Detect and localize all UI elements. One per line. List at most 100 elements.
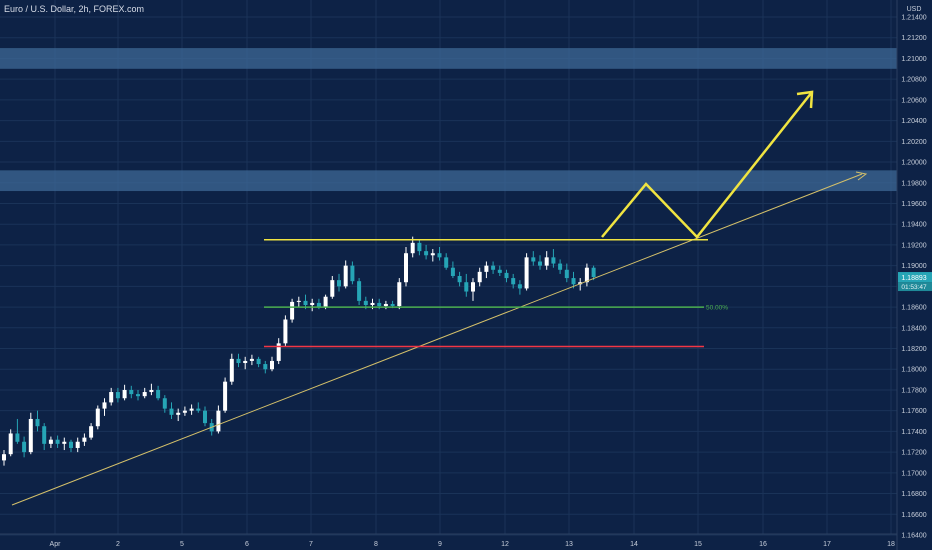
candle-body bbox=[102, 402, 107, 409]
y-tick-label: 1.20400 bbox=[901, 118, 926, 125]
candle-body bbox=[383, 303, 388, 307]
candle-body bbox=[296, 300, 301, 302]
candle-body bbox=[337, 280, 341, 287]
candle-body bbox=[182, 410, 187, 413]
x-tick-label: 6 bbox=[245, 541, 249, 548]
y-tick-label: 1.21200 bbox=[901, 35, 926, 42]
candle-body bbox=[564, 269, 569, 279]
y-tick-label: 1.17200 bbox=[901, 450, 926, 457]
price-tag-label: 1.18893 bbox=[901, 275, 926, 282]
candle-body bbox=[276, 343, 281, 361]
candle-body bbox=[156, 389, 161, 399]
y-tick-label: 1.19800 bbox=[901, 180, 926, 187]
y-tick-label: 1.18000 bbox=[901, 367, 926, 374]
candle-body bbox=[89, 426, 94, 438]
candle-body bbox=[310, 302, 315, 306]
candle-body bbox=[149, 389, 154, 393]
y-tick-label: 1.16400 bbox=[901, 533, 926, 540]
x-tick-label: 12 bbox=[501, 541, 509, 548]
candle-body bbox=[136, 394, 140, 397]
candle-body bbox=[142, 392, 147, 397]
candle-body bbox=[236, 358, 241, 364]
candle-body bbox=[55, 439, 60, 444]
supply-zones bbox=[0, 48, 897, 192]
y-tick-label: 1.16800 bbox=[901, 491, 926, 498]
candle-body bbox=[323, 296, 328, 308]
candle-body bbox=[28, 418, 33, 453]
candle-body bbox=[410, 242, 415, 254]
candle-body bbox=[229, 358, 234, 382]
candle-body bbox=[377, 302, 382, 307]
y-tick-label: 1.17000 bbox=[901, 470, 926, 477]
y-tick-label: 1.19600 bbox=[901, 201, 926, 208]
candle-body bbox=[249, 358, 254, 361]
candle-body bbox=[491, 265, 496, 270]
candle-body bbox=[115, 392, 120, 399]
candle-body bbox=[176, 412, 181, 415]
candle-body bbox=[48, 439, 53, 444]
x-tick-label: 5 bbox=[180, 541, 184, 548]
y-tick-label: 1.18400 bbox=[901, 325, 926, 332]
candle-body bbox=[8, 433, 13, 455]
supply-zone bbox=[0, 170, 897, 192]
x-tick-label: 7 bbox=[309, 541, 313, 548]
candle-body bbox=[437, 253, 442, 258]
candle-body bbox=[363, 300, 368, 306]
currency-label: USD bbox=[907, 6, 922, 13]
supply-zone bbox=[0, 48, 897, 69]
candle-body bbox=[524, 257, 529, 289]
x-tick-label: 2 bbox=[116, 541, 120, 548]
candle-body bbox=[256, 358, 261, 365]
projection-path bbox=[601, 91, 813, 239]
candle-body bbox=[551, 257, 556, 264]
candle-body bbox=[544, 257, 549, 266]
x-tick-label: 16 bbox=[759, 541, 767, 548]
time-axis[interactable]: Apr 2 5 6 7 8 9 12 13 14 15 16 17 18 bbox=[0, 533, 897, 548]
candle-body bbox=[162, 398, 167, 409]
y-tick-label: 1.17400 bbox=[901, 429, 926, 436]
fib-label: 50.00% bbox=[706, 305, 728, 312]
candle-body bbox=[450, 267, 455, 276]
candle-body bbox=[558, 263, 563, 270]
candle-body bbox=[404, 253, 408, 283]
candle-body bbox=[42, 426, 47, 444]
candle-body bbox=[397, 282, 402, 307]
candle-body bbox=[538, 261, 542, 266]
candle-body bbox=[169, 408, 174, 415]
candle-body bbox=[290, 301, 295, 320]
price-axis[interactable]: USD 1.21400 1.21200 1.21000 1.20800 1.20600 1.… bbox=[896, 0, 932, 550]
candle-body bbox=[584, 267, 589, 283]
candle-body bbox=[75, 441, 80, 448]
candle-body bbox=[2, 454, 6, 461]
candle-body bbox=[82, 437, 87, 442]
candle-body bbox=[591, 267, 596, 278]
y-tick-label: 1.18600 bbox=[901, 305, 926, 312]
candle-body bbox=[370, 302, 375, 306]
y-tick-label: 1.19400 bbox=[901, 222, 926, 229]
candle-body bbox=[511, 278, 516, 285]
candle-body bbox=[62, 441, 67, 444]
y-tick-label: 1.20600 bbox=[901, 97, 926, 104]
y-tick-label: 1.19200 bbox=[901, 242, 926, 249]
y-tick-label: 1.19000 bbox=[901, 263, 926, 270]
candle-body bbox=[424, 251, 429, 256]
x-tick-label: 14 bbox=[630, 541, 638, 548]
y-tick-label: 1.21000 bbox=[901, 56, 926, 63]
y-tick-label: 1.20200 bbox=[901, 139, 926, 146]
candle-body bbox=[109, 392, 114, 403]
candle-body bbox=[316, 302, 321, 308]
candle-body bbox=[122, 389, 127, 399]
projection-arrowhead bbox=[796, 90, 814, 109]
candle-body bbox=[69, 441, 73, 448]
trendline-arrowhead bbox=[855, 171, 868, 181]
y-tick-label: 1.17600 bbox=[901, 408, 926, 415]
y-tick-label: 1.21400 bbox=[901, 15, 926, 22]
candle-body bbox=[270, 360, 274, 370]
candle-body bbox=[35, 418, 40, 427]
price-tag bbox=[898, 272, 932, 283]
candle-body bbox=[357, 281, 362, 301]
countdown-label: 01:53:47 bbox=[901, 284, 927, 291]
x-tick-label: 8 bbox=[374, 541, 378, 548]
candle-body bbox=[390, 303, 395, 307]
